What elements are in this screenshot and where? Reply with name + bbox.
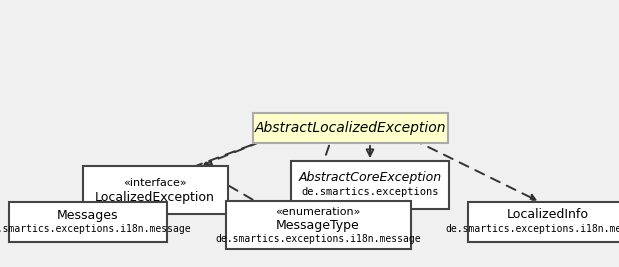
FancyBboxPatch shape [253,113,448,143]
Text: AbstractLocalizedException: AbstractLocalizedException [254,121,446,135]
Text: de.smartics.exceptions.i18n.message: de.smartics.exceptions.i18n.message [0,224,191,234]
FancyBboxPatch shape [468,202,619,242]
Text: AbstractCoreException: AbstractCoreException [298,171,441,184]
Text: Messages: Messages [57,209,119,222]
FancyBboxPatch shape [82,166,228,214]
Text: LocalizedInfo: LocalizedInfo [507,209,589,222]
Text: de.smartics.exceptions: de.smartics.exceptions [301,187,439,197]
Text: MessageType: MessageType [276,219,360,233]
Text: «interface»: «interface» [123,178,187,188]
Text: LocalizedException: LocalizedException [95,190,215,203]
FancyBboxPatch shape [291,161,449,209]
FancyBboxPatch shape [225,201,410,249]
Text: de.smartics.exceptions.i18n.message: de.smartics.exceptions.i18n.message [445,224,619,234]
Text: «enumeration»: «enumeration» [275,207,361,217]
FancyBboxPatch shape [9,202,167,242]
Text: de.smartics.exceptions.i18n.message: de.smartics.exceptions.i18n.message [215,234,421,244]
